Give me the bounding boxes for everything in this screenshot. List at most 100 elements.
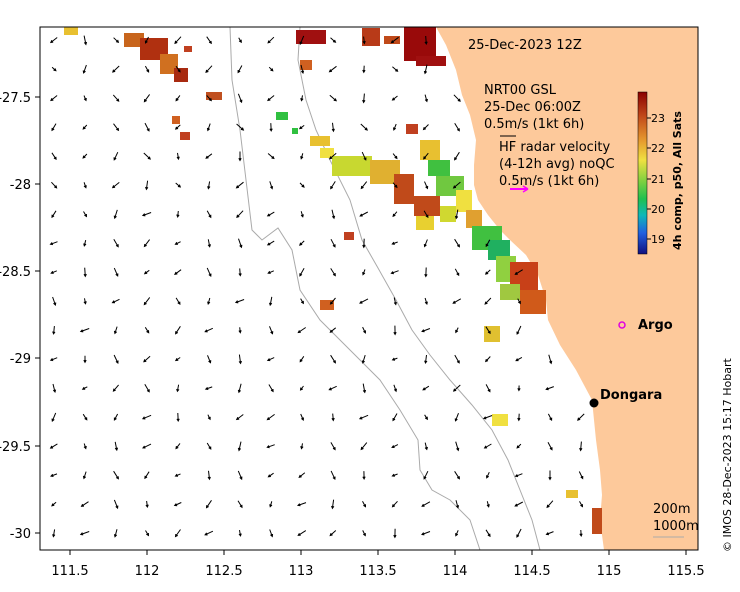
current-arrow: [143, 94, 151, 103]
current-arrow: [50, 270, 57, 274]
current-arrow: [175, 326, 181, 335]
current-arrow: [454, 122, 460, 132]
current-arrow: [83, 239, 87, 247]
imos-credit: © IMOS 28-Dec-2023 15:17 Hobart: [721, 357, 734, 552]
current-arrow: [392, 413, 398, 422]
current-arrow: [204, 386, 213, 390]
current-arrow: [452, 384, 461, 392]
current-arrow: [390, 36, 399, 44]
current-arrow: [360, 123, 368, 131]
current-arrow: [237, 383, 242, 394]
current-arrow: [331, 209, 336, 220]
current-arrow: [454, 268, 460, 277]
current-arrow: [113, 413, 119, 421]
current-arrow: [173, 502, 182, 507]
current-arrow: [81, 386, 88, 390]
contour-200m: [297, 27, 541, 550]
nrt-legend-line-2: 25-Dec 06:00Z: [484, 100, 581, 115]
current-arrow: [238, 238, 243, 249]
current-arrow: [423, 64, 428, 75]
colorbar-tick: 21: [651, 173, 665, 186]
current-arrow: [546, 500, 554, 509]
current-arrow: [484, 356, 491, 363]
current-arrow: [329, 152, 337, 160]
current-arrow: [51, 123, 57, 132]
current-arrow: [207, 297, 211, 306]
current-arrow: [548, 470, 552, 481]
current-arrow: [390, 270, 399, 275]
current-arrow: [176, 412, 180, 423]
current-arrow: [207, 355, 212, 364]
current-arrow: [577, 413, 585, 421]
current-arrow: [50, 95, 58, 102]
hf-legend-line-2: (4-12h avg) noQC: [499, 157, 615, 172]
x-tick-label: 112: [135, 564, 160, 579]
current-arrow: [422, 385, 430, 391]
x-axis: 111.5 112 112.5 113 113.5 114 114.5 115 …: [51, 550, 705, 579]
current-arrow: [143, 297, 151, 306]
current-arrow: [237, 470, 243, 481]
current-arrow: [455, 500, 460, 509]
current-arrow: [483, 443, 492, 449]
current-arrow: [83, 211, 88, 218]
current-arrow: [111, 182, 120, 189]
current-arrow: [329, 530, 337, 537]
current-arrow: [268, 66, 274, 72]
current-arrow: [393, 528, 397, 539]
contour-legend: 200m 1000m: [653, 502, 699, 538]
current-arrow: [545, 531, 554, 536]
x-tick-label: 114.5: [513, 564, 550, 579]
current-arrow: [362, 471, 366, 480]
current-arrow: [579, 529, 583, 538]
current-arrow: [424, 297, 428, 305]
current-arrow: [176, 384, 180, 393]
colorbar-tick: 19: [651, 233, 665, 246]
current-arrow: [141, 414, 152, 420]
current-arrow: [269, 123, 273, 132]
current-arrow: [176, 152, 180, 161]
current-arrow: [421, 531, 431, 536]
current-arrow: [484, 297, 492, 305]
current-arrow: [238, 327, 242, 334]
current-arrow: [300, 211, 304, 218]
current-arrow: [174, 529, 181, 538]
current-arrow: [174, 124, 181, 130]
current-arrow: [144, 471, 150, 480]
y-axis: -27.5 -28 -28.5 -29 -29.5 -30: [0, 91, 40, 542]
colorbar-tick: 22: [651, 142, 665, 155]
current-arrow: [51, 412, 57, 423]
current-arrow: [174, 473, 181, 477]
current-arrow: [362, 238, 366, 249]
current-arrow: [176, 210, 180, 219]
current-arrow: [49, 443, 58, 449]
current-arrow: [141, 212, 152, 217]
dongara-label: Dongara: [600, 388, 662, 403]
current-arrow: [83, 355, 87, 364]
current-arrow: [422, 124, 429, 131]
current-arrow: [299, 267, 305, 277]
current-arrow: [269, 181, 274, 190]
current-arrow: [299, 356, 305, 363]
current-arrow: [207, 239, 211, 248]
current-arrow: [113, 470, 119, 480]
current-arrow: [392, 153, 398, 160]
current-arrow: [391, 95, 398, 101]
current-arrow: [361, 151, 367, 161]
argo-label: Argo: [638, 318, 673, 333]
current-arrow: [112, 65, 120, 73]
current-arrow: [113, 151, 119, 161]
current-arrow: [486, 471, 490, 479]
y-tick-label: -28.5: [0, 265, 31, 280]
current-arrow: [80, 501, 89, 507]
current-arrow: [424, 94, 428, 103]
current-arrow: [267, 36, 275, 44]
current-arrow: [299, 182, 305, 188]
current-arrow: [578, 471, 584, 480]
current-arrow: [516, 325, 522, 335]
contour-1000m: [229, 27, 481, 550]
current-arrow: [330, 37, 337, 43]
current-arrow: [423, 470, 429, 480]
plot-frame: [39, 26, 699, 551]
current-arrow: [266, 444, 275, 449]
